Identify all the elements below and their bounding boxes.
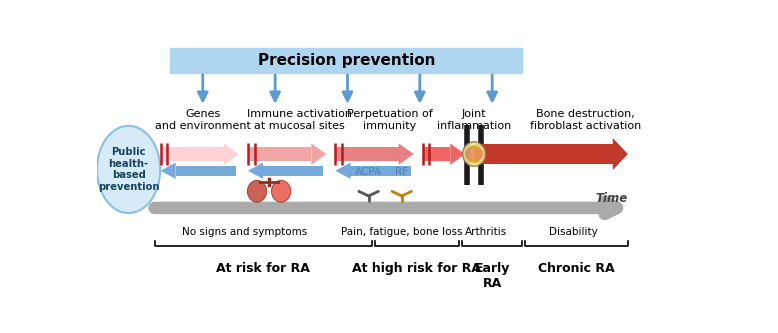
Text: Precision prevention: Precision prevention	[258, 53, 435, 68]
Text: ACPA: ACPA	[355, 167, 382, 177]
Ellipse shape	[463, 142, 485, 166]
FancyBboxPatch shape	[170, 48, 522, 73]
Ellipse shape	[272, 180, 291, 202]
Bar	[423, 148, 450, 161]
Ellipse shape	[97, 126, 160, 213]
Polygon shape	[224, 144, 239, 165]
Text: Public
health-
based
prevention: Public health- based prevention	[98, 147, 159, 192]
Text: At risk for RA: At risk for RA	[216, 262, 310, 275]
Bar	[160, 148, 224, 161]
Bar	[248, 148, 311, 161]
Text: Early
RA: Early RA	[475, 262, 510, 290]
Text: Perpetuation of
immunity: Perpetuation of immunity	[347, 109, 433, 131]
Polygon shape	[311, 144, 326, 165]
Polygon shape	[335, 163, 350, 179]
Ellipse shape	[468, 158, 479, 163]
Text: No signs and symptoms: No signs and symptoms	[182, 227, 307, 237]
Bar	[474, 144, 613, 164]
Text: Bone destruction,
fibroblast activation: Bone destruction, fibroblast activation	[530, 109, 641, 131]
Bar	[176, 166, 236, 176]
Text: RF: RF	[395, 167, 408, 177]
Polygon shape	[160, 163, 176, 179]
Text: Immune activation
at mucosal sites: Immune activation at mucosal sites	[247, 109, 352, 131]
Text: Arthritis: Arthritis	[465, 227, 507, 237]
Ellipse shape	[247, 180, 267, 202]
Polygon shape	[613, 138, 628, 170]
Text: At high risk for RA: At high risk for RA	[352, 262, 482, 275]
Text: Genes
and environment: Genes and environment	[155, 109, 251, 131]
Bar	[350, 166, 411, 176]
Ellipse shape	[465, 147, 483, 162]
Text: Disability: Disability	[549, 227, 598, 237]
Bar	[263, 166, 324, 176]
Text: Time: Time	[596, 192, 628, 205]
Polygon shape	[398, 144, 414, 165]
Polygon shape	[450, 144, 465, 165]
Text: Pain, fatigue, bone loss: Pain, fatigue, bone loss	[341, 227, 462, 237]
Bar	[335, 148, 398, 161]
Ellipse shape	[468, 145, 479, 150]
Polygon shape	[248, 163, 263, 179]
Text: Joint
inflammation: Joint inflammation	[437, 109, 511, 131]
Text: Chronic RA: Chronic RA	[538, 262, 615, 275]
